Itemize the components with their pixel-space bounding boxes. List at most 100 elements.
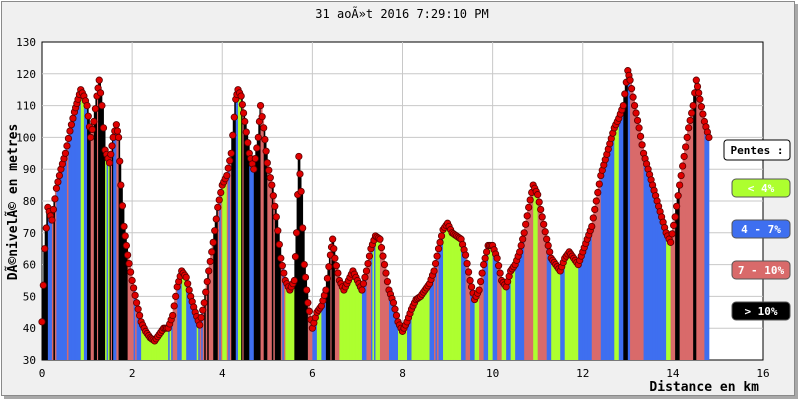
slope-bar <box>707 132 710 360</box>
slope-bar <box>313 317 316 360</box>
slope-bar <box>98 80 100 360</box>
slope-bar <box>585 239 588 360</box>
elevation-point <box>203 277 211 286</box>
elevation-point <box>244 139 252 147</box>
elevation-point <box>632 109 640 117</box>
slope-bar <box>208 261 211 360</box>
slope-bar <box>391 298 394 360</box>
slope-bar <box>318 308 321 360</box>
slope-bar <box>89 126 92 360</box>
slope-bar <box>243 113 246 361</box>
y-tick-label: 80 <box>23 195 36 208</box>
elevation-point <box>697 103 706 111</box>
elevation-point <box>480 260 488 269</box>
elevation-point <box>113 127 122 135</box>
legend-label: 4 - 7% <box>741 223 781 236</box>
slope-bar <box>292 280 295 360</box>
slope-bar <box>453 233 456 360</box>
slope-bar <box>125 235 127 360</box>
slope-bar <box>404 325 406 360</box>
elevation-point <box>331 254 339 262</box>
slope-bar <box>437 248 439 360</box>
slope-bar <box>144 328 147 360</box>
slope-bar <box>309 311 312 360</box>
slope-bar <box>572 256 575 360</box>
slope-bar <box>294 256 296 360</box>
elevation-point <box>379 252 387 260</box>
slope-bar <box>477 290 480 360</box>
slope-bar <box>343 286 346 360</box>
elevation-point <box>260 124 268 132</box>
slope-bar <box>370 244 373 360</box>
elevation-point <box>461 251 470 259</box>
slope-bar <box>295 232 298 360</box>
slope-bar <box>332 239 335 360</box>
slope-bar <box>157 334 160 360</box>
slope-bar <box>663 222 666 360</box>
elevation-point <box>696 95 704 103</box>
elevation-point <box>517 241 525 250</box>
slope-bar <box>330 247 332 360</box>
elevation-point <box>115 133 123 141</box>
slope-bar <box>90 129 93 360</box>
elevation-point <box>51 195 59 203</box>
slope-bar <box>192 301 195 360</box>
elevation-point <box>66 127 74 135</box>
slope-bar <box>603 159 606 360</box>
elevation-point <box>538 213 546 221</box>
elevation-point <box>483 248 491 256</box>
slope-bar <box>312 322 315 360</box>
elevation-point <box>464 268 473 276</box>
slope-bar <box>72 111 75 361</box>
slope-bar <box>270 177 273 360</box>
slope-bar <box>462 244 465 360</box>
legend-swatch <box>731 260 791 280</box>
elevation-point <box>170 302 178 310</box>
slope-bar <box>217 199 220 360</box>
slope-bar <box>468 272 471 360</box>
slope-bar <box>618 114 621 360</box>
slope-bar <box>268 170 271 360</box>
elevation-point <box>278 262 286 270</box>
elevation-point <box>493 254 501 262</box>
slope-bar <box>494 249 497 360</box>
slope-bar <box>305 277 308 360</box>
slope-bar <box>612 127 615 360</box>
slope-bar <box>500 273 503 360</box>
elevation-point <box>64 134 73 143</box>
elevation-point <box>688 109 696 117</box>
slope-bar <box>160 330 163 360</box>
elevation-point <box>683 133 691 141</box>
elevation-point <box>116 157 124 165</box>
slope-bar <box>575 260 578 360</box>
slope-legend: Pentes : < 4% 4 - 7% 7 - 10% > 10% <box>723 139 791 321</box>
slope-bar <box>548 245 551 360</box>
elevation-point <box>208 248 216 256</box>
slope-bar <box>486 245 489 360</box>
slope-bar <box>159 332 162 360</box>
elevation-point <box>87 133 95 141</box>
elevation-point <box>434 245 443 253</box>
slope-bar <box>316 310 319 360</box>
elevation-markers <box>38 67 713 345</box>
slope-bar <box>249 153 252 360</box>
slope-bar <box>246 132 249 360</box>
slope-bar <box>676 195 679 360</box>
elevation-point <box>197 313 205 322</box>
slope-bar <box>366 263 369 360</box>
slope-bar <box>177 281 180 360</box>
slope-bar <box>289 286 292 360</box>
slope-bar <box>351 270 354 360</box>
slope-bar <box>646 163 649 360</box>
slope-bar <box>266 151 268 360</box>
elevation-point <box>334 269 342 277</box>
y-tick-label: 30 <box>23 354 36 367</box>
slope-bar <box>608 143 611 360</box>
slope-bar <box>342 286 345 360</box>
slope-bar <box>426 285 429 360</box>
slope-bar <box>113 131 116 360</box>
slope-bar <box>491 245 494 360</box>
slope-bar <box>569 251 572 360</box>
elevation-point <box>200 299 208 307</box>
